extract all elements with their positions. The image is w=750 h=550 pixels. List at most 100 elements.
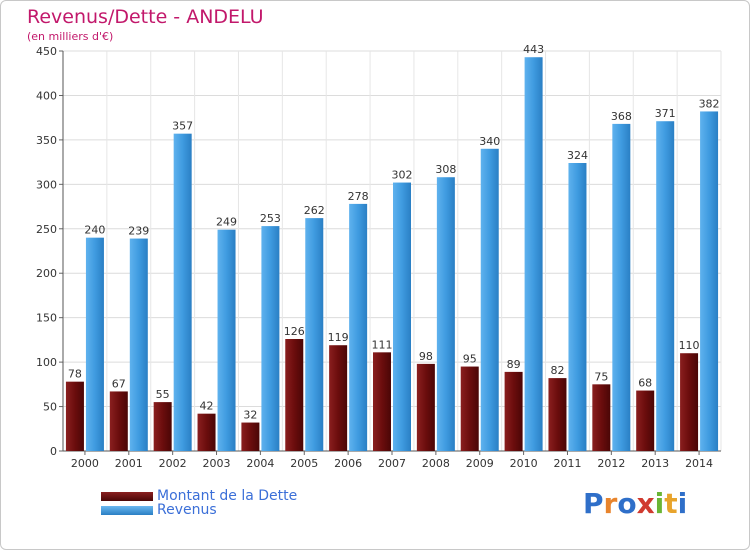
- bar-revenus: [217, 229, 236, 451]
- data-label-dette: 78: [68, 368, 82, 381]
- y-tick-label: 450: [36, 45, 57, 58]
- logo-letter: o: [617, 487, 637, 520]
- x-tick-label: 2004: [246, 457, 274, 470]
- x-tick-label: 2011: [553, 457, 581, 470]
- logo-letter: i: [677, 487, 688, 520]
- bar-revenus: [261, 226, 280, 451]
- bar-dette: [241, 422, 260, 451]
- x-tick-label: 2014: [685, 457, 713, 470]
- data-label-dette: 32: [243, 409, 257, 422]
- data-label-dette: 95: [463, 353, 477, 366]
- data-label-revenus: 382: [699, 97, 720, 110]
- y-tick-label: 150: [36, 312, 57, 325]
- data-label-revenus: 443: [523, 43, 544, 56]
- x-tick-label: 2008: [422, 457, 450, 470]
- legend-label-dette: Montant de la Dette: [157, 488, 298, 504]
- logo-letter: t: [664, 487, 678, 520]
- y-tick-label: 0: [50, 445, 57, 458]
- bar-revenus: [85, 237, 104, 451]
- data-label-revenus: 249: [216, 216, 237, 229]
- x-tick-label: 2012: [597, 457, 625, 470]
- x-tick-label: 2003: [203, 457, 231, 470]
- data-labels: 78 240 67 239 55 357 42 249 32 253 126 262 119 278 111…: [68, 43, 720, 421]
- bar-dette: [109, 391, 128, 451]
- bar-revenus: [612, 123, 631, 451]
- x-tick-label: 2006: [334, 457, 362, 470]
- legend-item-dette: Montant de la Dette: [101, 488, 298, 504]
- x-tick-label: 2001: [115, 457, 143, 470]
- data-label-revenus: 253: [260, 212, 281, 225]
- chart-subtitle: (en milliers d'€): [27, 30, 114, 43]
- bar-dette: [65, 381, 84, 451]
- chart-title: Revenus/Dette - ANDELU: [27, 6, 264, 28]
- bar-dette: [197, 413, 216, 451]
- x-tick-label: 2005: [290, 457, 318, 470]
- data-label-revenus: 357: [172, 120, 193, 133]
- y-tick-label: 250: [36, 223, 57, 236]
- data-label-revenus: 371: [655, 107, 676, 120]
- data-label-dette: 55: [156, 388, 170, 401]
- bar-dette: [592, 384, 611, 451]
- bar-dette: [504, 371, 523, 451]
- bar-revenus: [129, 238, 148, 451]
- bar-revenus: [656, 121, 675, 451]
- y-tick-label: 50: [43, 401, 57, 414]
- x-tick-label: 2009: [466, 457, 494, 470]
- data-label-revenus: 302: [392, 169, 413, 182]
- bar-dette: [329, 345, 348, 451]
- bar-dette: [153, 402, 172, 451]
- data-label-revenus: 239: [128, 225, 149, 238]
- data-label-revenus: 340: [479, 135, 500, 148]
- bar-revenus: [700, 111, 719, 451]
- data-label-dette: 68: [638, 377, 652, 390]
- x-tick-label: 2002: [159, 457, 187, 470]
- data-label-dette: 111: [372, 338, 393, 351]
- bar-revenus: [393, 182, 411, 452]
- y-tick-label: 200: [36, 267, 57, 280]
- legend-label-revenus: Revenus: [157, 502, 217, 518]
- logo-letter: i: [654, 487, 665, 520]
- data-label-dette: 126: [284, 325, 305, 338]
- data-label-revenus: 308: [435, 163, 456, 176]
- data-label-dette: 42: [200, 400, 214, 413]
- bar-revenus: [173, 133, 192, 451]
- x-tick-label: 2007: [378, 457, 406, 470]
- bar-revenus: [480, 148, 499, 451]
- bar-revenus: [305, 218, 324, 451]
- data-label-dette: 89: [507, 358, 521, 371]
- y-tick-label: 300: [36, 178, 57, 191]
- data-label-revenus: 324: [567, 149, 588, 162]
- bar-revenus: [436, 177, 455, 451]
- bars: [65, 57, 719, 452]
- bar-dette: [373, 352, 391, 451]
- bar-dette: [460, 366, 479, 451]
- data-label-dette: 75: [594, 370, 608, 383]
- bar-revenus: [568, 163, 587, 451]
- y-tick-label: 100: [36, 356, 57, 369]
- x-tick-label: 2010: [510, 457, 538, 470]
- data-label-revenus: 262: [304, 204, 325, 217]
- bar-revenus: [349, 203, 368, 451]
- logo-letter: P: [583, 487, 604, 520]
- legend-swatch-dette: [101, 491, 153, 501]
- data-label-revenus: 368: [611, 110, 632, 123]
- bar-revenus: [524, 57, 543, 451]
- legend-swatch-revenus: [101, 505, 153, 515]
- data-label-dette: 119: [328, 331, 349, 344]
- bar-dette: [636, 390, 655, 451]
- bar-dette: [416, 363, 435, 451]
- axes: 0 50 100 150 200 250 300 350 400 450 2000 2001 2002 2…: [36, 45, 721, 470]
- proxiti-logo: Proxiti: [583, 487, 687, 520]
- legend-item-revenus: Revenus: [101, 502, 217, 518]
- logo-letter: x: [636, 487, 655, 520]
- bar-dette: [285, 339, 304, 451]
- data-label-dette: 98: [419, 350, 433, 363]
- y-tick-label: 400: [36, 89, 57, 102]
- y-tick-label: 350: [36, 134, 57, 147]
- bar-dette: [680, 353, 699, 451]
- data-label-revenus: 240: [84, 224, 105, 237]
- data-label-dette: 67: [112, 377, 126, 390]
- data-label-dette: 110: [679, 339, 700, 352]
- data-label-revenus: 278: [348, 190, 369, 203]
